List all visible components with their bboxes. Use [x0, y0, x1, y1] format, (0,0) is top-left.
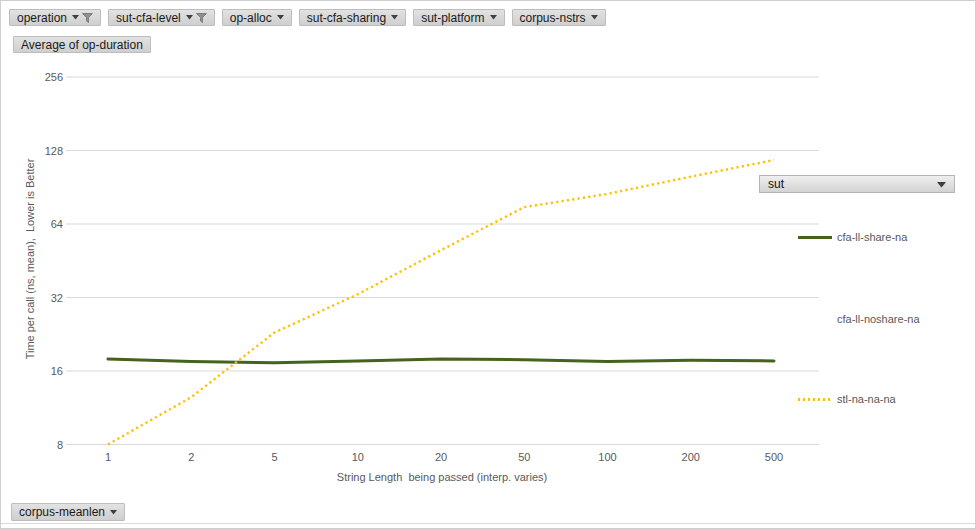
y-tick-label: 256 [45, 71, 63, 83]
x-tick-label: 100 [598, 451, 616, 463]
y-tick-label: 128 [45, 145, 63, 157]
field-button-corpus-meanlen[interactable]: corpus-meanlen [11, 503, 125, 521]
chart-bottom-border [1, 523, 976, 524]
y-tick-label: 64 [51, 218, 63, 230]
legend-item-cfa-ll-share-na: cfa-ll-share-na [798, 231, 907, 243]
y-tick-label: 8 [57, 439, 63, 451]
chevron-down-icon [110, 510, 117, 515]
x-tick-label: 10 [352, 451, 364, 463]
chart-plot-area: 256 128 64 32 16 8 1 2 5 10 20 50 100 200 500 [1, 1, 976, 529]
x-tick-label: 200 [682, 451, 700, 463]
legend-field-label: sut [768, 177, 784, 191]
x-tick-label: 5 [271, 451, 277, 463]
legend-swatch-dotted-line-icon [798, 398, 832, 401]
series-line-stl-na-na-na [108, 160, 774, 444]
x-tick-label: 20 [435, 451, 447, 463]
y-axis-title: Time per call (ns, mean), Lower is Bette… [24, 99, 40, 419]
legend-swatch-solid-line-icon [798, 236, 832, 239]
x-tick-label: 1 [105, 451, 111, 463]
field-button-label: corpus-meanlen [19, 505, 105, 519]
chevron-down-icon [937, 177, 946, 191]
y-tick-label: 32 [51, 292, 63, 304]
legend-swatch-empty [798, 318, 832, 321]
legend-item-cfa-ll-noshare-na: cfa-ll-noshare-na [798, 313, 920, 325]
pivot-chart-window: operationsut-cfa-levelop-allocsut-cfa-sh… [0, 0, 976, 529]
legend-item-label: stl-na-na-na [837, 393, 896, 405]
x-tick-label: 2 [188, 451, 194, 463]
legend-item-stl-na-na-na: stl-na-na-na [798, 393, 896, 405]
x-axis-title: String Length being passed (interp. vari… [242, 471, 642, 483]
legend-item-label: cfa-ll-share-na [837, 231, 907, 243]
y-tick-label: 16 [51, 365, 63, 377]
x-tick-label: 500 [765, 451, 783, 463]
legend-item-label: cfa-ll-noshare-na [837, 313, 920, 325]
x-tick-label: 50 [518, 451, 530, 463]
series-line-cfa-ll-share-na [108, 359, 774, 363]
legend-field-button-sut[interactable]: sut [759, 175, 955, 193]
